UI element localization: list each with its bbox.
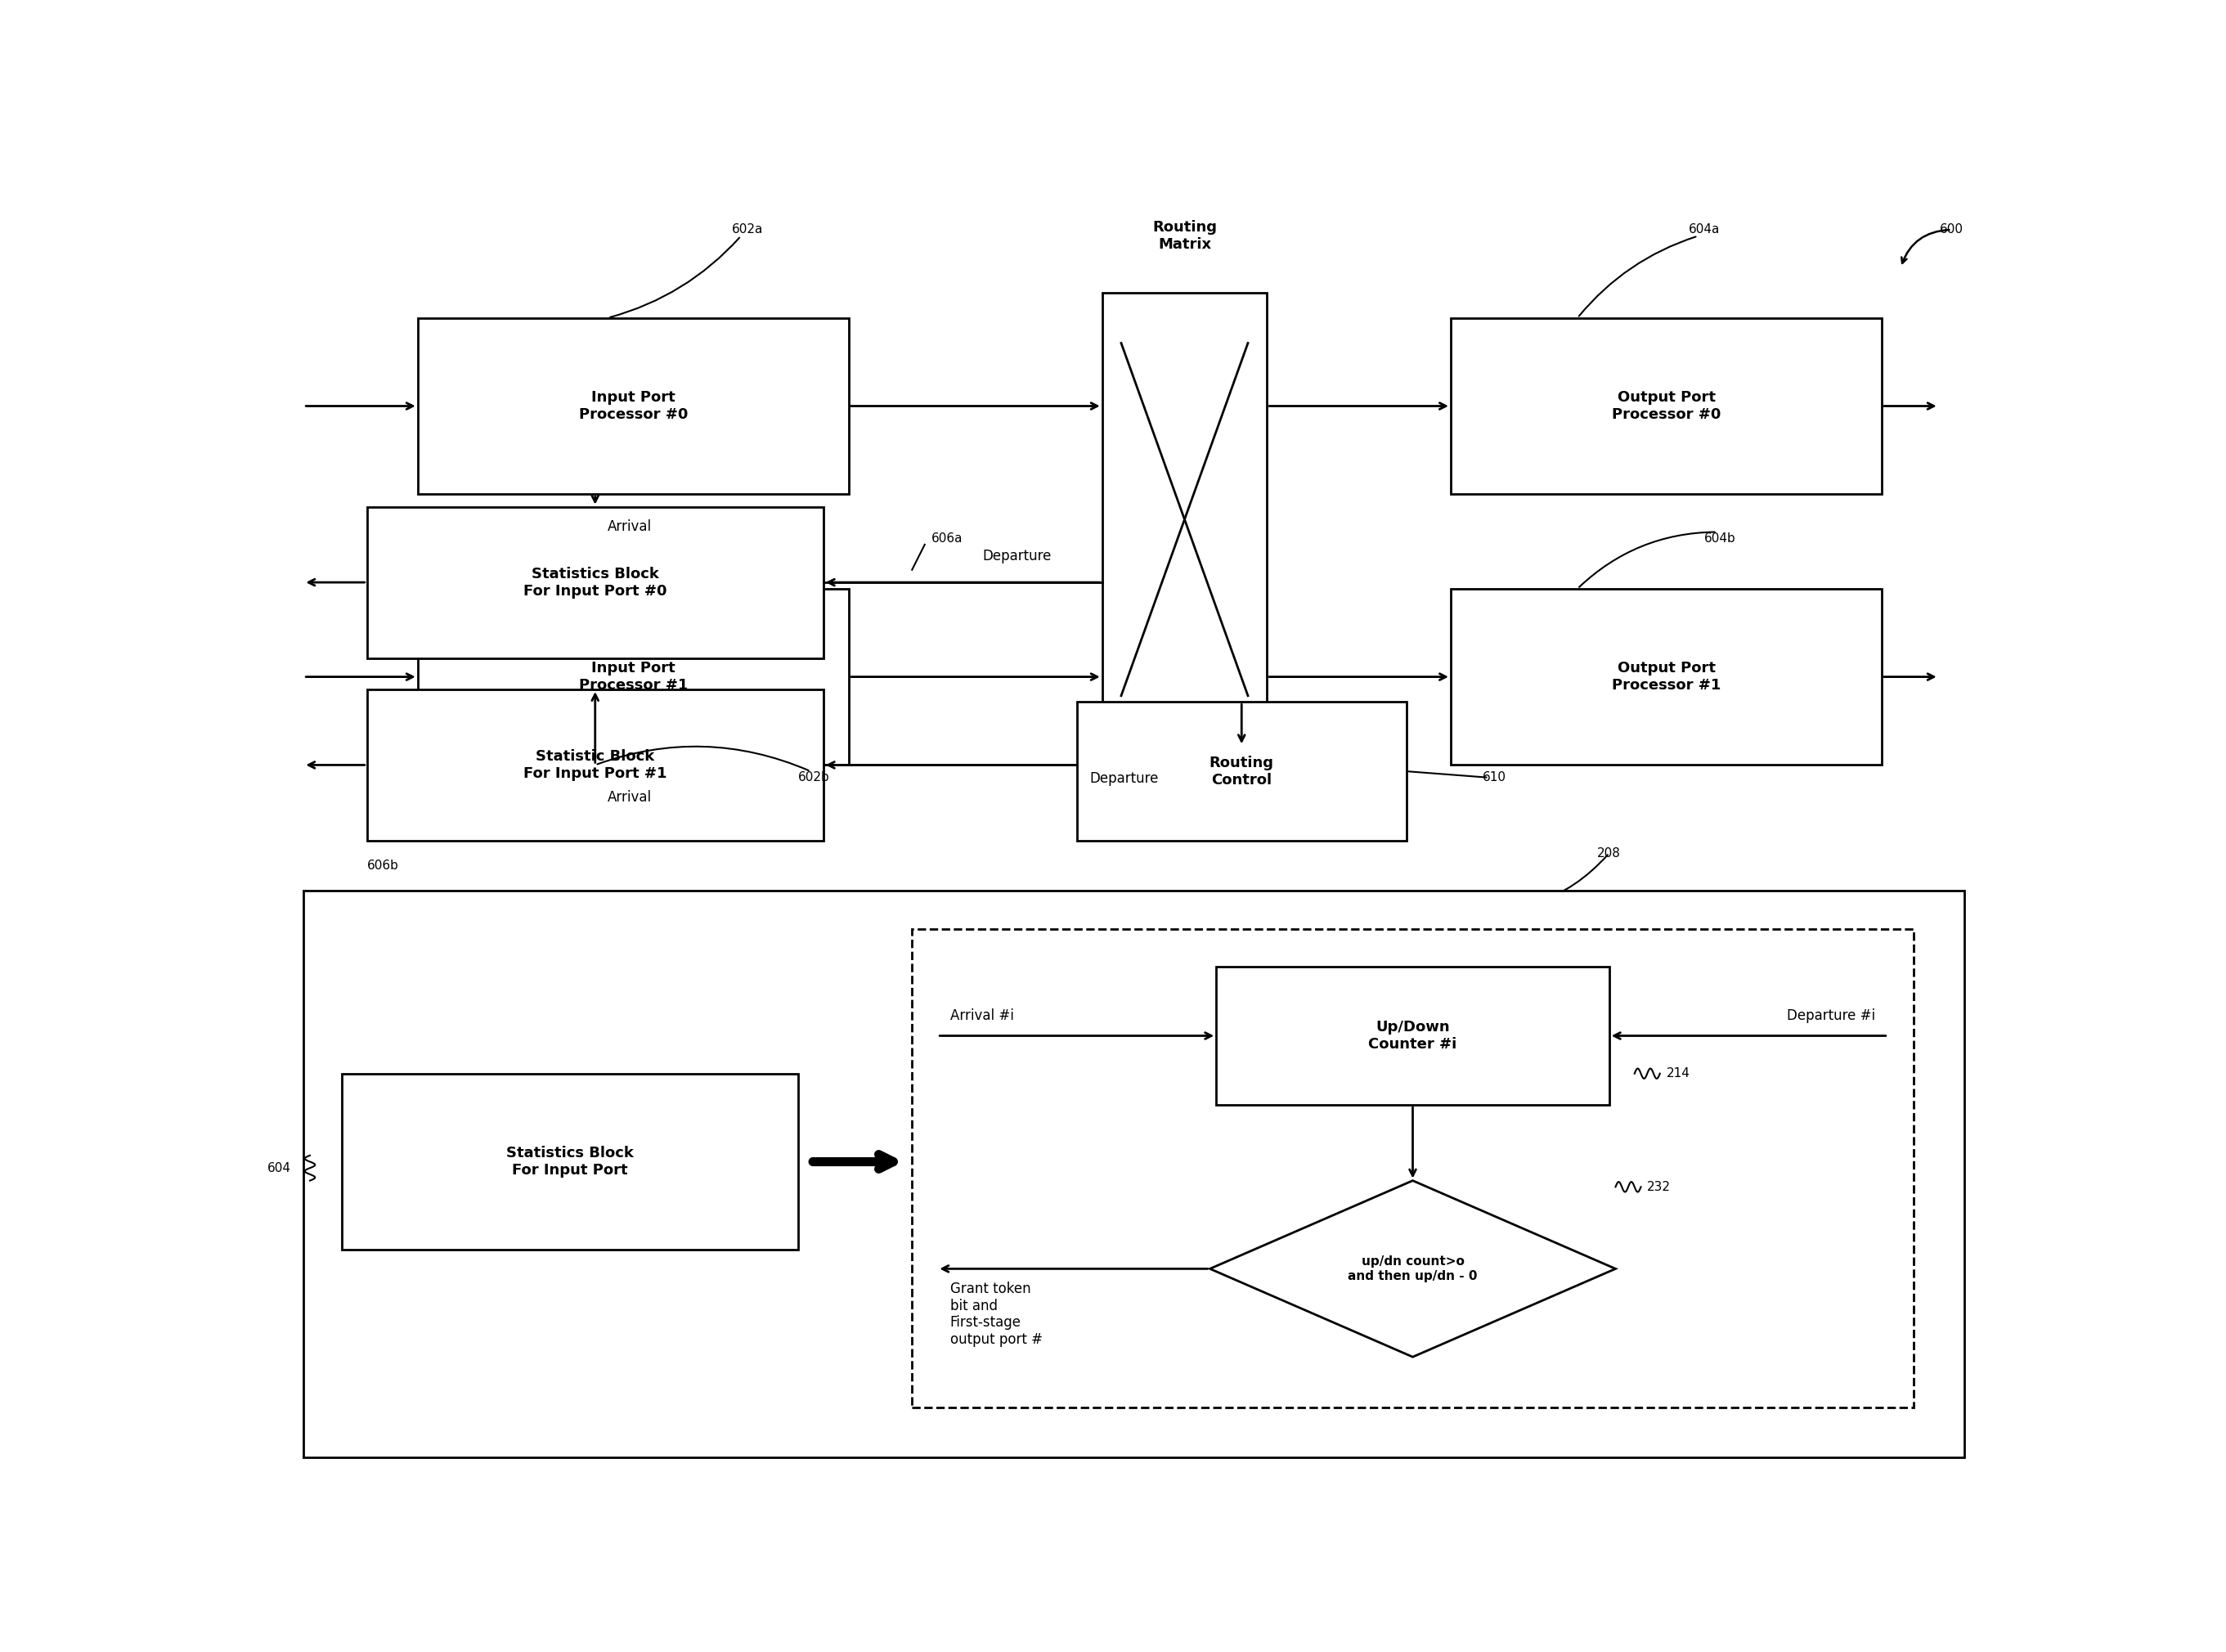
- Text: Statistics Block
For Input Port #0: Statistics Block For Input Port #0: [523, 567, 668, 598]
- Text: Arrival: Arrival: [608, 790, 652, 805]
- Bar: [418, 588, 848, 765]
- Text: 610: 610: [1483, 771, 1507, 783]
- Text: 606b: 606b: [367, 859, 398, 872]
- Bar: [303, 890, 1963, 1457]
- Bar: [367, 507, 824, 657]
- Text: 208: 208: [1598, 847, 1621, 859]
- Text: 602b: 602b: [797, 771, 830, 783]
- Bar: [341, 1074, 797, 1251]
- Text: Departure: Departure: [1089, 771, 1158, 786]
- Text: Output Port
Processor #0: Output Port Processor #0: [1612, 390, 1721, 421]
- Text: Routing
Matrix: Routing Matrix: [1153, 220, 1218, 251]
- Text: 602a: 602a: [732, 223, 764, 236]
- Text: Input Port
Processor #0: Input Port Processor #0: [579, 390, 688, 421]
- Bar: [367, 689, 824, 841]
- Bar: [1451, 588, 1881, 765]
- Bar: [1102, 292, 1267, 747]
- Text: Statistics Block
For Input Port: Statistics Block For Input Port: [505, 1146, 634, 1178]
- Text: 600: 600: [1939, 223, 1963, 236]
- Bar: [1215, 966, 1609, 1105]
- Bar: [913, 928, 1914, 1408]
- Polygon shape: [1211, 1181, 1616, 1356]
- Bar: [418, 317, 848, 494]
- Bar: [1077, 702, 1407, 841]
- Text: 214: 214: [1667, 1067, 1690, 1080]
- Text: Arrival: Arrival: [608, 519, 652, 534]
- Text: Arrival #i: Arrival #i: [951, 1008, 1013, 1023]
- Text: Input Port
Processor #1: Input Port Processor #1: [579, 661, 688, 692]
- Text: 232: 232: [1647, 1181, 1672, 1193]
- Text: 604: 604: [267, 1161, 292, 1175]
- Text: up/dn count>o
and then up/dn - 0: up/dn count>o and then up/dn - 0: [1349, 1256, 1478, 1282]
- Text: Grant token
bit and
First-stage
output port #: Grant token bit and First-stage output p…: [951, 1282, 1042, 1346]
- Bar: [1451, 317, 1881, 494]
- Text: Departure: Departure: [982, 548, 1051, 563]
- Text: Statistic Block
For Input Port #1: Statistic Block For Input Port #1: [523, 748, 668, 781]
- Text: Output Port
Processor #1: Output Port Processor #1: [1612, 661, 1721, 692]
- Text: Departure #i: Departure #i: [1787, 1008, 1874, 1023]
- Text: Up/Down
Counter #i: Up/Down Counter #i: [1369, 1019, 1458, 1052]
- Text: Routing
Control: Routing Control: [1209, 755, 1273, 786]
- Text: 604b: 604b: [1705, 532, 1736, 545]
- Text: 606a: 606a: [930, 532, 962, 545]
- Text: 604a: 604a: [1690, 223, 1721, 236]
